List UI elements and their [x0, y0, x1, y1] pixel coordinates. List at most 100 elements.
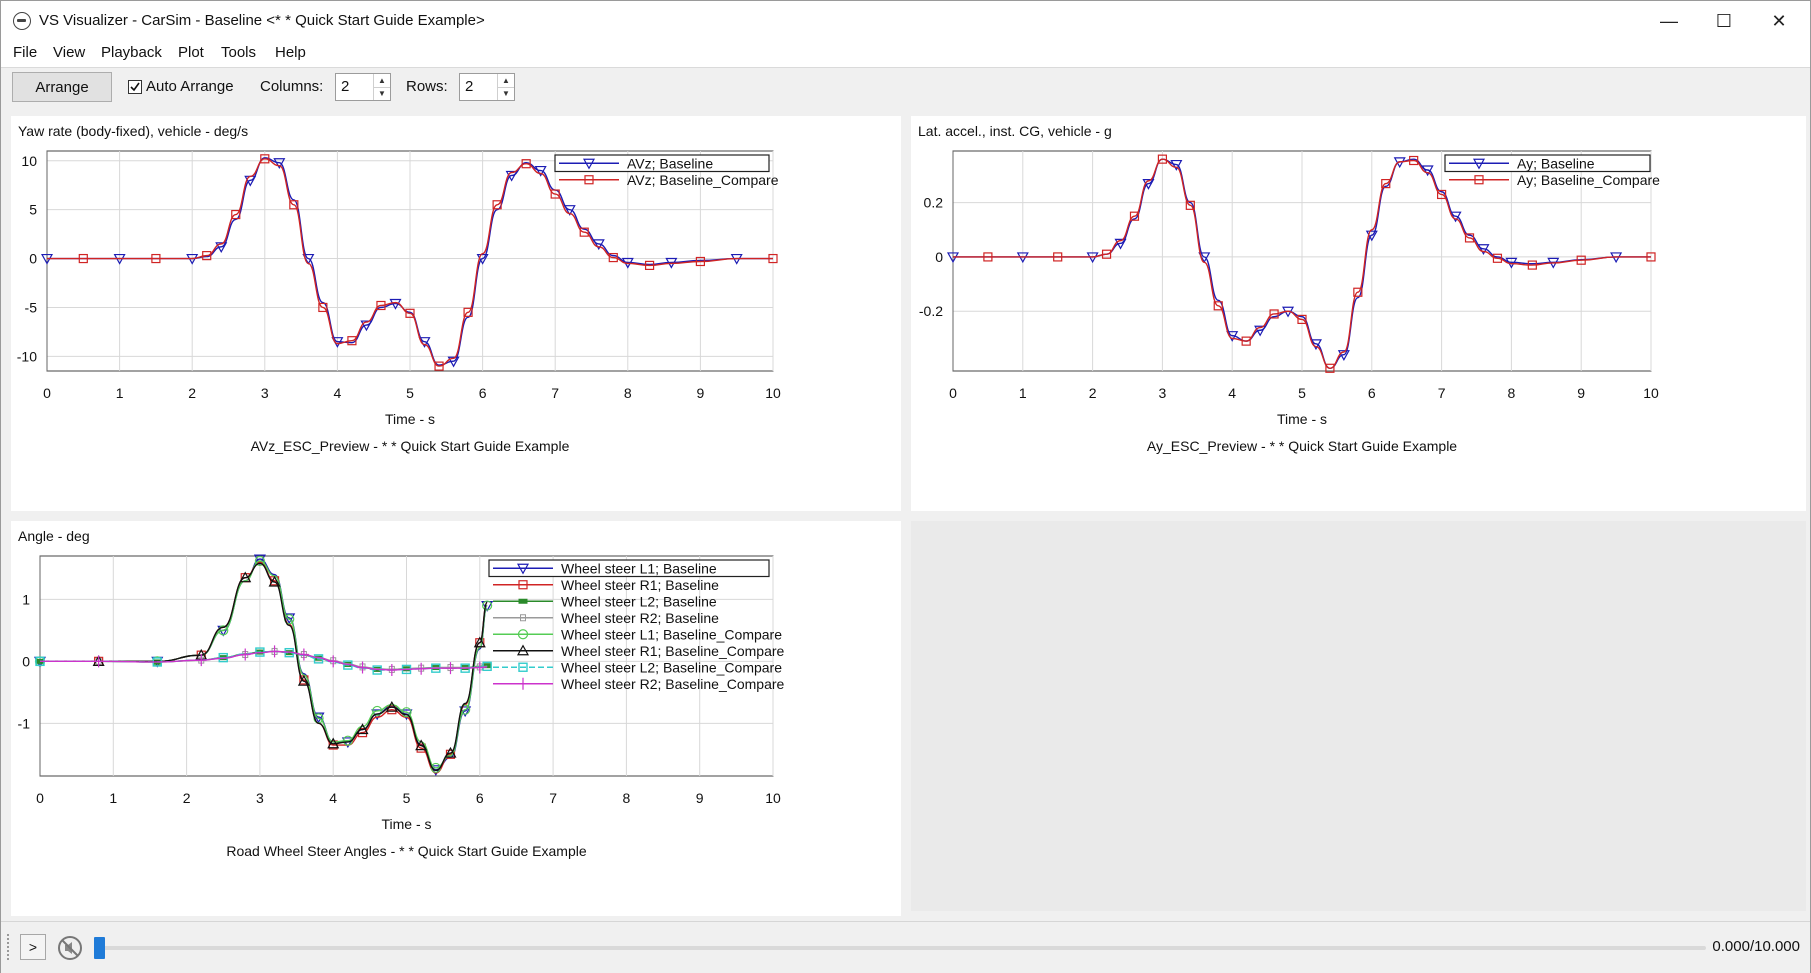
x-axis-label: Time - s — [385, 411, 435, 427]
legend-marker — [582, 158, 596, 170]
y-tick-label: 10 — [21, 153, 37, 169]
x-tick-label: 6 — [1368, 385, 1376, 401]
x-tick-label: 9 — [1577, 385, 1585, 401]
legend-label: Wheel steer L2; Baseline_Compare — [561, 659, 782, 675]
series-marker — [318, 302, 328, 313]
series-line — [952, 158, 1651, 369]
x-tick-label: 1 — [1019, 385, 1027, 401]
series-marker — [1170, 159, 1183, 171]
series-marker — [312, 712, 325, 724]
columns-up-icon[interactable]: ▲ — [374, 74, 390, 88]
series-marker — [1337, 350, 1350, 361]
x-axis-label: Time - s — [381, 816, 431, 832]
series-marker — [260, 154, 270, 164]
columns-spinner[interactable]: 2 ▲ ▼ — [335, 73, 391, 101]
x-tick-label: 4 — [329, 790, 337, 806]
series-marker — [444, 746, 457, 758]
y-axis-label: Angle - deg — [18, 528, 90, 544]
rows-spinner[interactable]: 2 ▲ ▼ — [459, 73, 515, 101]
series-line — [47, 158, 773, 367]
series-marker — [356, 723, 369, 735]
x-tick-label: 8 — [623, 790, 631, 806]
x-tick-label: 10 — [765, 790, 781, 806]
series-marker — [416, 662, 427, 675]
y-axis-label: Yaw rate (body-fixed), vehicle - deg/s — [18, 123, 248, 139]
series-marker — [983, 252, 993, 262]
columns-value: 2 — [341, 78, 350, 95]
minimize-button[interactable]: — — [1660, 10, 1678, 31]
playback-bar: > 0.000/10.000 — [1, 921, 1810, 973]
play-button[interactable]: > — [20, 934, 46, 960]
series-marker — [592, 239, 605, 251]
series-marker — [357, 661, 368, 674]
x-tick-label: 3 — [261, 385, 269, 401]
chart-title: AVz_ESC_Preview - * * Quick Start Guide … — [251, 438, 570, 454]
x-tick-label: 5 — [1298, 385, 1306, 401]
time-slider-thumb[interactable] — [94, 937, 105, 959]
series-marker — [360, 320, 373, 332]
series-marker — [1325, 363, 1335, 373]
x-tick-label: 10 — [1643, 385, 1659, 401]
auto-arrange-checkbox[interactable] — [128, 80, 142, 94]
series-marker — [254, 555, 265, 567]
legend-highlight — [554, 154, 770, 173]
no-sound-icon[interactable] — [56, 934, 84, 962]
series-marker — [328, 655, 339, 668]
x-tick-label: 3 — [1159, 385, 1167, 401]
legend-label: Wheel steer R2; Baseline — [561, 610, 719, 626]
series-marker — [1527, 260, 1537, 270]
plot-panel-yaw-rate[interactable]: Yaw rate (body-fixed), vehicle - deg/s 0 1… — [11, 116, 901, 511]
legend-label: Ay; Baseline — [1517, 155, 1595, 171]
series-marker — [447, 356, 460, 368]
close-button[interactable]: ✕ — [1771, 10, 1787, 31]
lat-accel-chart: Lat. accel., inst. CG, vehicle - g 0 1 2 3 4 5… — [918, 123, 1660, 454]
legend-highlight — [488, 559, 770, 578]
plot-panel-steer-angles[interactable]: Angle - deg 0 1 2 3 4 5 6 7 8 9 10 1 0 -1 Wheel steer L… — [11, 521, 901, 916]
columns-down-icon[interactable]: ▼ — [378, 89, 386, 98]
legend-marker — [1472, 158, 1486, 170]
series-marker — [239, 571, 252, 583]
menu-playback[interactable]: Playback — [101, 44, 162, 61]
rows-value: 2 — [465, 78, 474, 95]
series-marker — [376, 300, 386, 311]
app-icon — [13, 12, 31, 30]
menu-view[interactable]: View — [53, 44, 86, 61]
legend-marker — [518, 580, 528, 590]
x-tick-label: 8 — [1508, 385, 1516, 401]
series-marker — [372, 705, 383, 717]
series-marker — [405, 308, 415, 318]
menu-help[interactable]: Help — [275, 44, 306, 61]
rows-label: Rows: — [406, 78, 448, 95]
columns-label: Columns: — [260, 78, 324, 95]
series-marker — [93, 655, 104, 668]
series-marker — [1353, 287, 1363, 297]
time-slider-track[interactable] — [96, 946, 1706, 950]
arrange-button[interactable]: Arrange — [12, 72, 112, 102]
series-marker — [1053, 252, 1063, 262]
series-marker — [474, 661, 485, 674]
y-tick-label: -1 — [18, 715, 31, 731]
menu-plot[interactable]: Plot — [178, 44, 204, 61]
series-marker — [1464, 233, 1475, 243]
menu-tools[interactable]: Tools — [221, 44, 257, 61]
rows-down-icon[interactable]: ▼ — [502, 89, 510, 98]
legend-label: Ay; Baseline_Compare — [1517, 172, 1660, 188]
rows-up-icon[interactable]: ▲ — [498, 74, 514, 88]
plot-panel-lat-accel[interactable]: Lat. accel., inst. CG, vehicle - g 0 1 2 3 4 5… — [911, 116, 1806, 511]
series-marker — [78, 253, 88, 264]
x-tick-label: 3 — [256, 790, 264, 806]
series-marker — [273, 158, 286, 169]
series-marker — [268, 575, 281, 587]
title-bar: VS Visualizer - CarSim - Baseline <* * Q… — [1, 1, 1810, 41]
series-group — [40, 154, 778, 371]
y-tick-label: 0 — [935, 249, 943, 265]
menu-file[interactable]: File — [13, 44, 38, 61]
legend-marker — [518, 677, 528, 690]
maximize-button[interactable]: ☐ — [1715, 10, 1733, 31]
series-marker — [482, 661, 492, 672]
toolbar-grip[interactable] — [7, 934, 12, 960]
x-tick-label: 6 — [479, 385, 487, 401]
